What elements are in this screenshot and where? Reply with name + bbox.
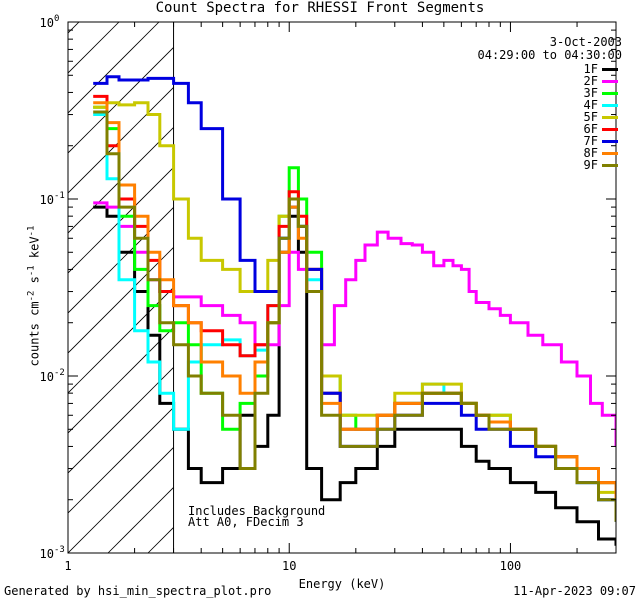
y-axis-label-exp: -2 <box>26 290 37 302</box>
y-tick-label: 10 <box>40 193 54 207</box>
series-line-2F <box>93 201 616 447</box>
legend-swatch <box>602 163 618 167</box>
timestamp-label: 11-Apr-2023 09:07 <box>513 584 636 598</box>
series-line-6F <box>93 94 616 500</box>
y-tick-label-exp: 0 <box>54 14 59 24</box>
legend-swatch <box>602 91 618 95</box>
y-tick-label: 10 <box>40 547 54 561</box>
hatch-line <box>68 366 174 474</box>
y-axis-label-exp: -1 <box>26 265 37 277</box>
legend-swatch <box>602 139 618 143</box>
legend-entry-1F: 1F <box>584 62 618 76</box>
hatch-line <box>68 446 174 553</box>
hatch-line <box>68 286 174 394</box>
time-range-label: 04:29:00 to 04:30:00 <box>477 48 623 62</box>
legend-label: 4F <box>583 98 598 112</box>
plot-frame <box>67 21 617 554</box>
legend-entry-8F: 8F <box>584 146 618 160</box>
hatch-line <box>68 206 174 314</box>
hatch-line <box>68 86 174 194</box>
legend-label: 5F <box>583 110 598 124</box>
legend-swatch <box>602 115 618 119</box>
legend-label: 6F <box>583 122 598 136</box>
y-axis-label-exp: -1 <box>26 225 37 237</box>
legend-swatch <box>602 151 618 155</box>
series-line-7F <box>93 75 616 522</box>
y-axis-label-part: keV <box>27 236 42 266</box>
hatch-line <box>68 46 174 154</box>
series-line-1F <box>93 205 616 546</box>
date-label: 3-Oct-2003 <box>549 35 622 49</box>
series-line-9F <box>93 110 616 522</box>
legend-label: 9F <box>583 158 598 172</box>
x-tick-label: 1 <box>64 559 71 573</box>
chart-title: Count Spectra for RHESSI Front Segments <box>155 0 485 16</box>
legend-label: 7F <box>583 134 598 148</box>
series-line-5F <box>93 101 616 500</box>
x-axis-label: Energy (keV) <box>298 577 386 591</box>
y-axis-label-part: s <box>27 276 42 291</box>
axis-ticks <box>67 21 617 554</box>
x-tick-label: 10 <box>282 559 296 573</box>
background-note: Includes Background <box>188 504 326 518</box>
legend-swatch <box>602 127 618 131</box>
legend-entry-7F: 7F <box>584 134 618 148</box>
hatch-line <box>68 22 160 114</box>
legend-entry-5F: 5F <box>584 110 618 124</box>
attenuator-note: Att A0, FDecim 3 <box>188 515 304 529</box>
legend-entry-3F: 3F <box>584 86 618 100</box>
legend-entry-9F: 9F <box>584 158 618 172</box>
legend-swatch <box>602 67 618 71</box>
legend-label: 3F <box>583 86 598 100</box>
generated-by-label: Generated by hsi_min_spectra_plot.pro <box>4 584 272 598</box>
hatch-line <box>68 406 174 514</box>
y-tick-label-exp: -1 <box>54 191 65 201</box>
series-line-4F <box>93 113 616 522</box>
y-tick-label-exp: -3 <box>54 545 65 555</box>
y-axis-label-part: counts cm <box>27 301 42 367</box>
legend-label: 1F <box>583 62 598 76</box>
series-group <box>93 75 616 546</box>
y-axis-label: counts cm-2 s-1 keV-1 <box>27 226 42 367</box>
legend-swatch <box>602 103 618 107</box>
legend-entry-4F: 4F <box>584 98 618 112</box>
series-line-3F <box>93 105 616 500</box>
legend-label: 8F <box>583 146 598 160</box>
series-line-8F <box>93 101 616 500</box>
legend-swatch <box>602 79 618 83</box>
x-tick-label: 100 <box>500 559 522 573</box>
y-tick-label: 10 <box>40 16 54 30</box>
legend-label: 2F <box>583 74 598 88</box>
legend-entry-2F: 2F <box>584 74 618 88</box>
y-tick-label-exp: -2 <box>54 368 65 378</box>
legend-entry-6F: 6F <box>584 122 618 136</box>
y-tick-label: 10 <box>40 370 54 384</box>
